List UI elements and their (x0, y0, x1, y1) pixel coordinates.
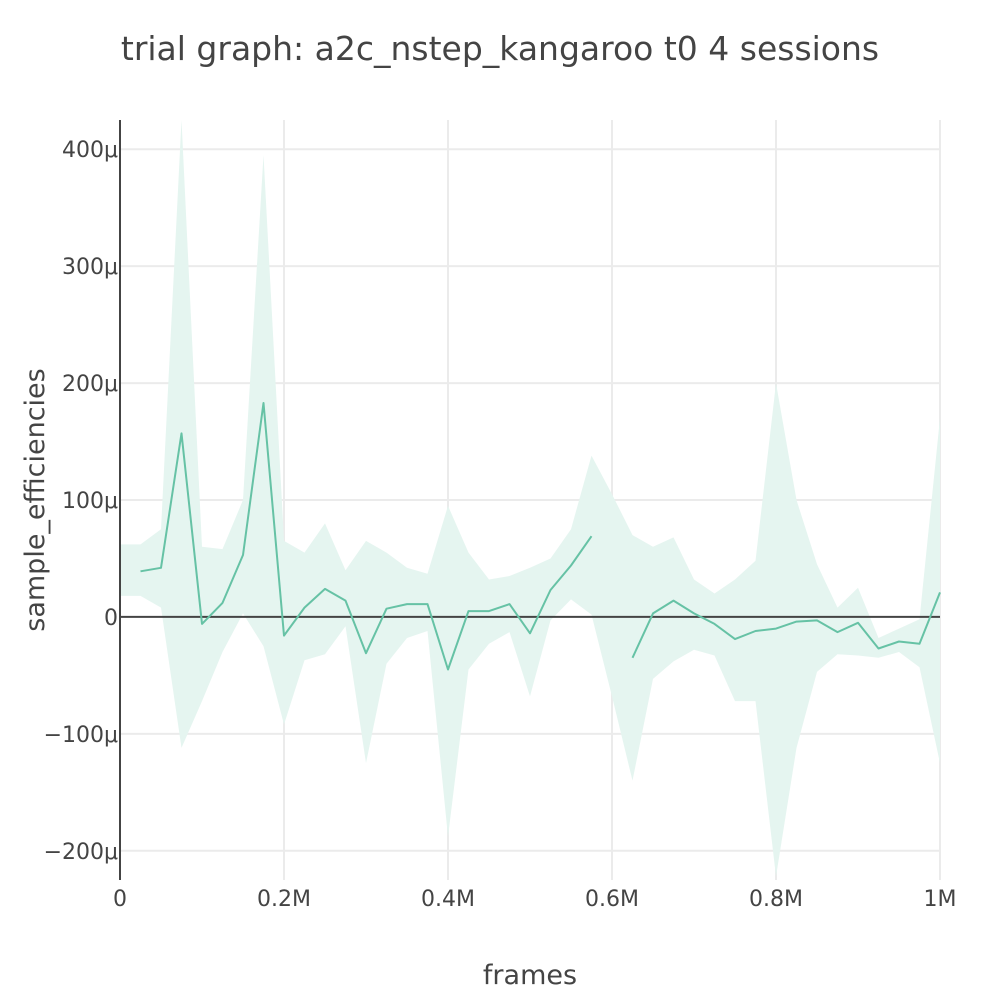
x-tick-label: 0.4M (421, 887, 475, 912)
chart-title: trial graph: a2c_nstep_kangaroo t0 4 ses… (121, 29, 879, 68)
y-tick-label: 400μ (62, 138, 118, 163)
x-tick-label: 0.2M (257, 887, 311, 912)
y-tick-label: 300μ (62, 255, 118, 280)
x-tick-label: 0 (113, 887, 127, 912)
confidence-band (120, 120, 940, 877)
band-layer (120, 120, 940, 877)
x-tick-label: 0.8M (749, 887, 803, 912)
y-tick-label: 0 (104, 606, 118, 631)
tick-layer: 0 0.2M 0.4M 0.6M 0.8M 1M −200μ −100μ 0 100μ 200μ 30… (44, 138, 957, 912)
series-line-2 (631, 592, 941, 659)
x-axis-title: frames (483, 960, 577, 991)
y-tick-label: 200μ (62, 372, 118, 397)
x-tick-label: 0.6M (585, 887, 639, 912)
x-tick-label: 1M (924, 887, 957, 912)
y-tick-label: 100μ (62, 489, 118, 514)
y-tick-label: −100μ (44, 723, 118, 748)
y-axis-title: sample_efficiencies (20, 368, 51, 631)
line-layer (140, 402, 941, 671)
y-tick-label: −200μ (44, 840, 118, 865)
series-line-1 (140, 402, 593, 671)
